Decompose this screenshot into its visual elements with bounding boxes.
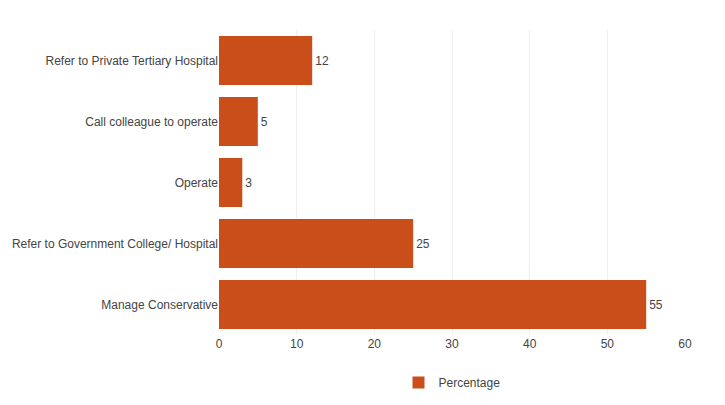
svg-text:20: 20	[368, 337, 382, 351]
svg-text:60: 60	[678, 337, 692, 351]
svg-text:3: 3	[245, 176, 252, 190]
svg-text:Percentage: Percentage	[439, 376, 501, 390]
svg-text:25: 25	[416, 237, 430, 251]
svg-text:30: 30	[445, 337, 459, 351]
svg-text:12: 12	[315, 54, 329, 68]
svg-text:50: 50	[601, 337, 615, 351]
svg-text:0: 0	[216, 337, 223, 351]
svg-text:40: 40	[523, 337, 537, 351]
svg-text:Refer to Government College/ H: Refer to Government College/ Hospital	[12, 237, 218, 251]
svg-text:5: 5	[261, 115, 268, 129]
svg-text:55: 55	[649, 298, 663, 312]
svg-text:Refer to Private Tertiary Hosp: Refer to Private Tertiary Hospital	[45, 54, 218, 68]
svg-text:Call colleague to operate: Call colleague to operate	[85, 115, 218, 129]
svg-text:Manage Conservative: Manage Conservative	[101, 298, 218, 312]
svg-text:10: 10	[290, 337, 304, 351]
svg-text:Operate: Operate	[175, 176, 219, 190]
